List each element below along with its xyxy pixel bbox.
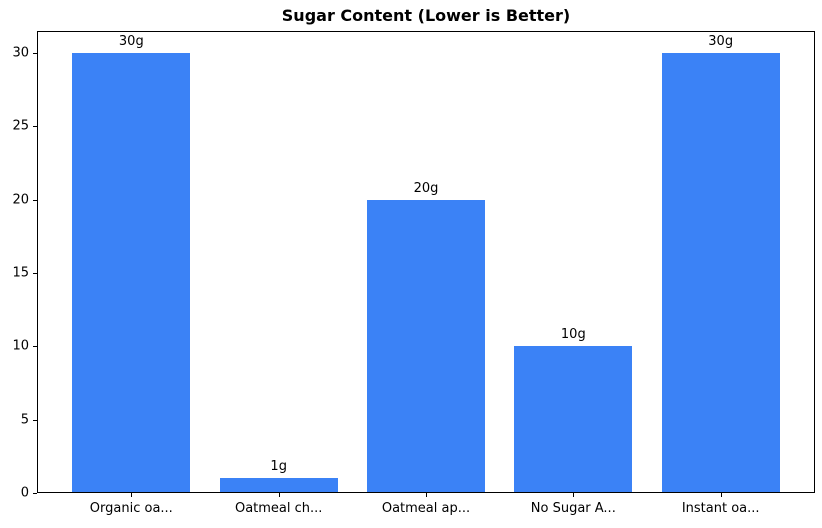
bar [219,478,338,492]
bar [367,199,485,492]
y-tick-label: 0 [20,485,29,501]
bar-value-label: 30g [118,34,144,49]
y-tick-mark [33,53,37,54]
x-tick-label: No Sugar A... [530,501,616,516]
x-tick-mark [573,493,575,497]
y-tick-label: 15 [12,265,29,281]
y-tick-mark [33,273,37,274]
bar [514,346,633,492]
y-tick-label: 10 [12,338,29,354]
bar-value-label: 10g [560,327,586,343]
bar-value-label: 20g [413,180,439,196]
bar-value-label: 1g [270,459,287,475]
x-tick-mark [426,493,427,497]
x-tick-mark [131,493,133,497]
x-tick-label: Oatmeal ch... [234,501,323,516]
y-tick-mark [33,419,37,421]
x-tick-mark [278,493,280,497]
x-tick-label: Oatmeal ap... [381,501,471,516]
y-tick-mark [33,493,37,494]
bar [661,53,780,492]
bar [72,53,191,492]
y-tick-label: 5 [20,412,29,428]
x-tick-mark [720,493,722,497]
y-tick-mark [33,126,37,128]
x-tick-label: Instant oa... [681,501,760,516]
x-tick-label: Organic oa... [89,501,173,516]
y-tick-label: 20 [12,192,29,208]
y-tick-label: 25 [12,118,29,134]
bar-value-label: 30g [708,34,734,49]
chart-title: Sugar Content (Lower is Better) [281,6,571,25]
y-tick-label: 30 [12,45,29,61]
y-tick-mark [33,199,37,201]
y-tick-mark [33,346,37,348]
